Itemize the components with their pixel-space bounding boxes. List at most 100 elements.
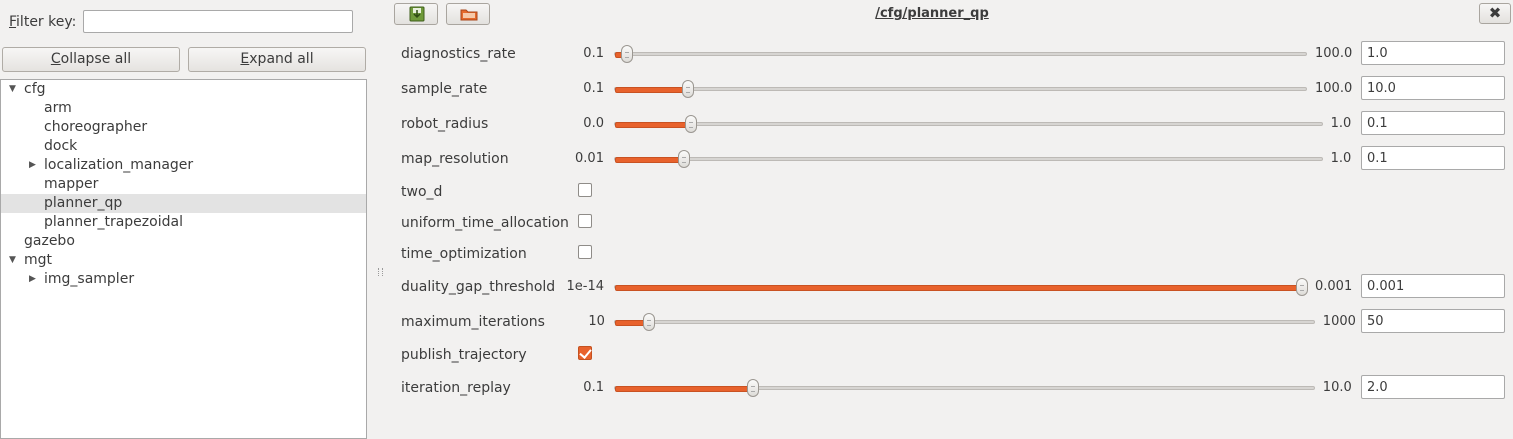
filter-key-label: Filter key: bbox=[9, 14, 77, 30]
slider-track[interactable] bbox=[614, 80, 1307, 98]
tree-item[interactable]: ▶ img_sampler bbox=[1, 270, 366, 289]
open-folder-icon bbox=[460, 9, 478, 21]
slider-handle[interactable] bbox=[642, 313, 655, 331]
slider-min-label: 0.01 bbox=[575, 151, 604, 166]
splitter-handle[interactable] bbox=[378, 268, 383, 276]
slider-track[interactable] bbox=[614, 150, 1323, 168]
expand-all-button[interactable]: Expand all bbox=[188, 47, 366, 72]
tree-item[interactable]: ▶ localization_manager bbox=[1, 156, 366, 175]
param-name: robot_radius bbox=[401, 116, 489, 132]
triangle-right-icon[interactable]: ▶ bbox=[29, 274, 36, 284]
tree-item[interactable]: arm bbox=[1, 99, 366, 118]
slider-fill bbox=[615, 157, 685, 163]
save-icon bbox=[409, 6, 425, 22]
slider-fill bbox=[615, 122, 691, 128]
param-name: uniform_time_allocation bbox=[401, 215, 569, 231]
slider-handle[interactable] bbox=[678, 150, 691, 168]
tree-item-label: localization_manager bbox=[44, 157, 194, 173]
param-row-two-d: two_d bbox=[392, 178, 1513, 208]
slider-handle[interactable] bbox=[621, 45, 634, 63]
param-value-input[interactable] bbox=[1361, 309, 1505, 333]
tree-item-label: cfg bbox=[24, 81, 46, 97]
slider-handle[interactable] bbox=[682, 80, 695, 98]
tree-item-label: mgt bbox=[24, 252, 53, 268]
param-name: duality_gap_threshold bbox=[401, 279, 556, 295]
tree-item-label: planner_trapezoidal bbox=[44, 214, 183, 230]
tree-item[interactable]: choreographer bbox=[1, 118, 366, 137]
param-row-iteration-replay: iteration_replay 0.1 10.0 bbox=[392, 374, 1513, 404]
slider-handle[interactable] bbox=[1296, 278, 1308, 296]
param-value-input[interactable] bbox=[1361, 111, 1505, 135]
triangle-down-icon[interactable]: ▼ bbox=[9, 255, 16, 265]
save-button[interactable] bbox=[394, 3, 438, 25]
param-value-input[interactable] bbox=[1361, 146, 1505, 170]
slider-min-label: 0.0 bbox=[583, 116, 604, 131]
param-value-input[interactable] bbox=[1361, 375, 1505, 399]
parameter-panel: /cfg/planner_qp ✖ diagnostics_rate 0.1 100… bbox=[392, 0, 1513, 436]
tree-item[interactable]: dock bbox=[1, 137, 366, 156]
param-name: diagnostics_rate bbox=[401, 46, 516, 62]
tree-item[interactable]: mapper bbox=[1, 175, 366, 194]
node-tree: ▼ cfg arm choreographer dock ▶ localization_ma… bbox=[0, 79, 367, 439]
slider-track[interactable] bbox=[614, 278, 1308, 296]
triangle-down-icon[interactable]: ▼ bbox=[9, 84, 16, 94]
slider-fill bbox=[615, 87, 689, 93]
slider-track[interactable] bbox=[614, 115, 1323, 133]
param-row-time-optimization: time_optimization bbox=[392, 240, 1513, 270]
param-name: publish_trajectory bbox=[401, 347, 527, 363]
tree-item-label: img_sampler bbox=[44, 271, 135, 287]
slider-min-label: 0.1 bbox=[583, 380, 604, 395]
param-name: iteration_replay bbox=[401, 380, 511, 396]
param-row-map-resolution: map_resolution 0.01 1.0 bbox=[392, 145, 1513, 175]
param-name: maximum_iterations bbox=[401, 314, 545, 330]
tree-item[interactable]: planner_qp bbox=[1, 194, 366, 213]
param-checkbox[interactable] bbox=[578, 183, 592, 197]
slider-max-label: 1.0 bbox=[1330, 116, 1352, 131]
param-row-publish-trajectory: publish_trajectory bbox=[392, 341, 1513, 371]
param-name: time_optimization bbox=[401, 246, 527, 262]
param-row-sample-rate: sample_rate 0.1 100.0 bbox=[392, 75, 1513, 105]
param-value-input[interactable] bbox=[1361, 76, 1505, 100]
slider-min-label: 1e-14 bbox=[566, 279, 604, 294]
param-row-robot-radius: robot_radius 0.0 1.0 bbox=[392, 110, 1513, 140]
open-button[interactable] bbox=[446, 3, 490, 25]
slider-max-label: 1.0 bbox=[1330, 151, 1352, 166]
param-row-duality-gap-threshold: duality_gap_threshold 1e-14 0.001 bbox=[392, 273, 1513, 303]
slider-track[interactable] bbox=[614, 313, 1315, 331]
tree-item-label: arm bbox=[44, 100, 72, 116]
filter-key-input[interactable] bbox=[83, 10, 353, 33]
slider-fill bbox=[615, 386, 754, 392]
param-row-maximum-iterations: maximum_iterations 10 1000 bbox=[392, 308, 1513, 338]
slider-handle[interactable] bbox=[747, 379, 760, 397]
slider-min-label: 0.1 bbox=[583, 46, 604, 61]
param-value-input[interactable] bbox=[1361, 41, 1505, 65]
slider-track[interactable] bbox=[614, 45, 1307, 63]
slider-fill bbox=[615, 285, 1302, 291]
param-checkbox[interactable] bbox=[578, 245, 592, 259]
close-button[interactable]: ✖ bbox=[1479, 3, 1511, 24]
param-name: map_resolution bbox=[401, 151, 509, 167]
param-checkbox[interactable] bbox=[578, 346, 592, 360]
tree-item[interactable]: gazebo bbox=[1, 232, 366, 251]
slider-max-label: 100.0 bbox=[1315, 46, 1353, 61]
slider-max-label: 0.001 bbox=[1315, 279, 1353, 294]
tree-item[interactable]: ▼ mgt bbox=[1, 251, 366, 270]
tree-item-label: choreographer bbox=[44, 119, 148, 135]
tree-item-label: dock bbox=[44, 138, 78, 154]
slider-handle[interactable] bbox=[684, 115, 697, 133]
param-name: two_d bbox=[401, 184, 443, 200]
param-value-input[interactable] bbox=[1361, 274, 1505, 298]
panel-title: /cfg/planner_qp bbox=[875, 6, 989, 21]
tree-item-label: planner_qp bbox=[44, 195, 123, 211]
slider-max-label: 10.0 bbox=[1322, 380, 1352, 395]
tree-item[interactable]: ▼ cfg bbox=[1, 80, 366, 99]
triangle-right-icon[interactable]: ▶ bbox=[29, 160, 36, 170]
close-icon: ✖ bbox=[1488, 4, 1502, 22]
tree-item[interactable]: planner_trapezoidal bbox=[1, 213, 366, 232]
slider-track[interactable] bbox=[614, 379, 1315, 397]
param-checkbox[interactable] bbox=[578, 214, 592, 228]
slider-max-label: 100.0 bbox=[1315, 81, 1353, 96]
slider-max-label: 1000 bbox=[1322, 314, 1356, 329]
tree-item-label: mapper bbox=[44, 176, 99, 192]
collapse-all-button[interactable]: Collapse all bbox=[2, 47, 180, 72]
